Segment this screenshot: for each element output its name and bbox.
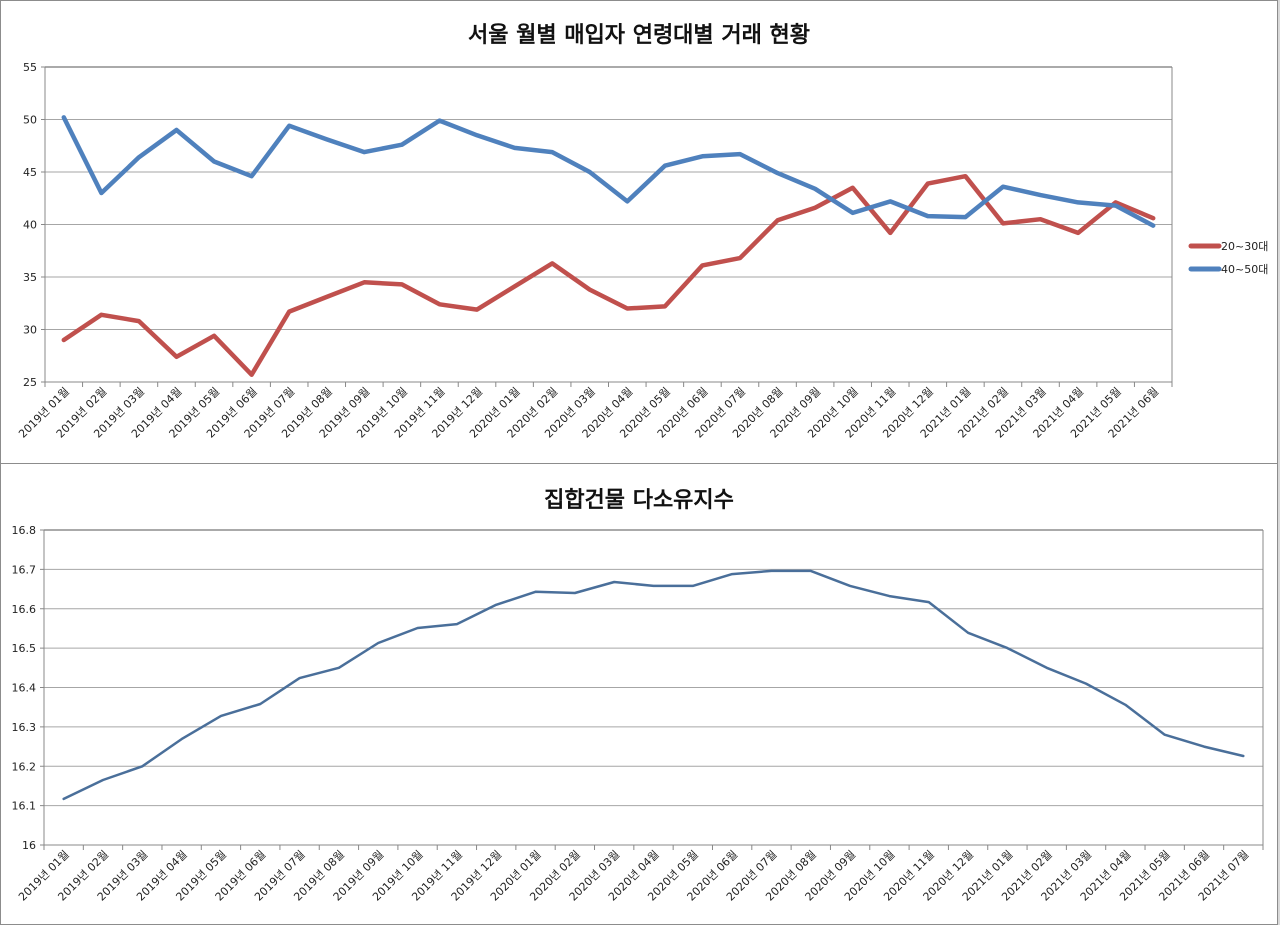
legend-label: 40~50대 xyxy=(1221,263,1268,276)
series-line xyxy=(62,569,1245,801)
y-tick-label: 16.5 xyxy=(12,642,37,655)
chart-title: 집합건물 다소유지수 xyxy=(544,488,734,513)
y-tick-label: 16.3 xyxy=(12,721,37,734)
multi-ownership-plot: 1616.116.216.316.416.516.616.716.82019년 … xyxy=(12,524,1264,904)
y-tick-label: 16.8 xyxy=(12,524,37,537)
y-tick-label: 25 xyxy=(23,376,37,389)
chart-title: 서울 월별 매입자 연령대별 거래 현황 xyxy=(468,23,810,48)
y-tick-label: 30 xyxy=(23,324,37,337)
age-group-chart: 서울 월별 매입자 연령대별 거래 현황 25 30 35 40 45 50 55 2019년… xyxy=(0,0,1278,464)
legend-label: 20~30대 xyxy=(1221,240,1268,253)
window-edge xyxy=(1278,0,1280,925)
y-tick-label: 16.1 xyxy=(12,800,37,813)
y-tick-label: 55 xyxy=(23,61,37,74)
y-tick-label: 35 xyxy=(23,271,37,284)
y-tick-label: 50 xyxy=(23,114,37,127)
y-tick-label: 16.4 xyxy=(12,682,37,695)
y-tick-label: 16.7 xyxy=(12,563,37,576)
series-line xyxy=(61,115,1156,228)
multi-ownership-chart: 집합건물 다소유지수 16 16.1 16.2 16.3 16.4 16.5 16.6 16.… xyxy=(0,463,1278,925)
y-tick-label: 16.6 xyxy=(12,603,37,616)
y-tick-label: 45 xyxy=(23,166,37,179)
y-tick-label: 40 xyxy=(23,219,37,232)
series-line xyxy=(61,173,1156,377)
y-tick-label: 16.2 xyxy=(12,760,37,773)
y-tick-label: 16 xyxy=(22,839,36,852)
